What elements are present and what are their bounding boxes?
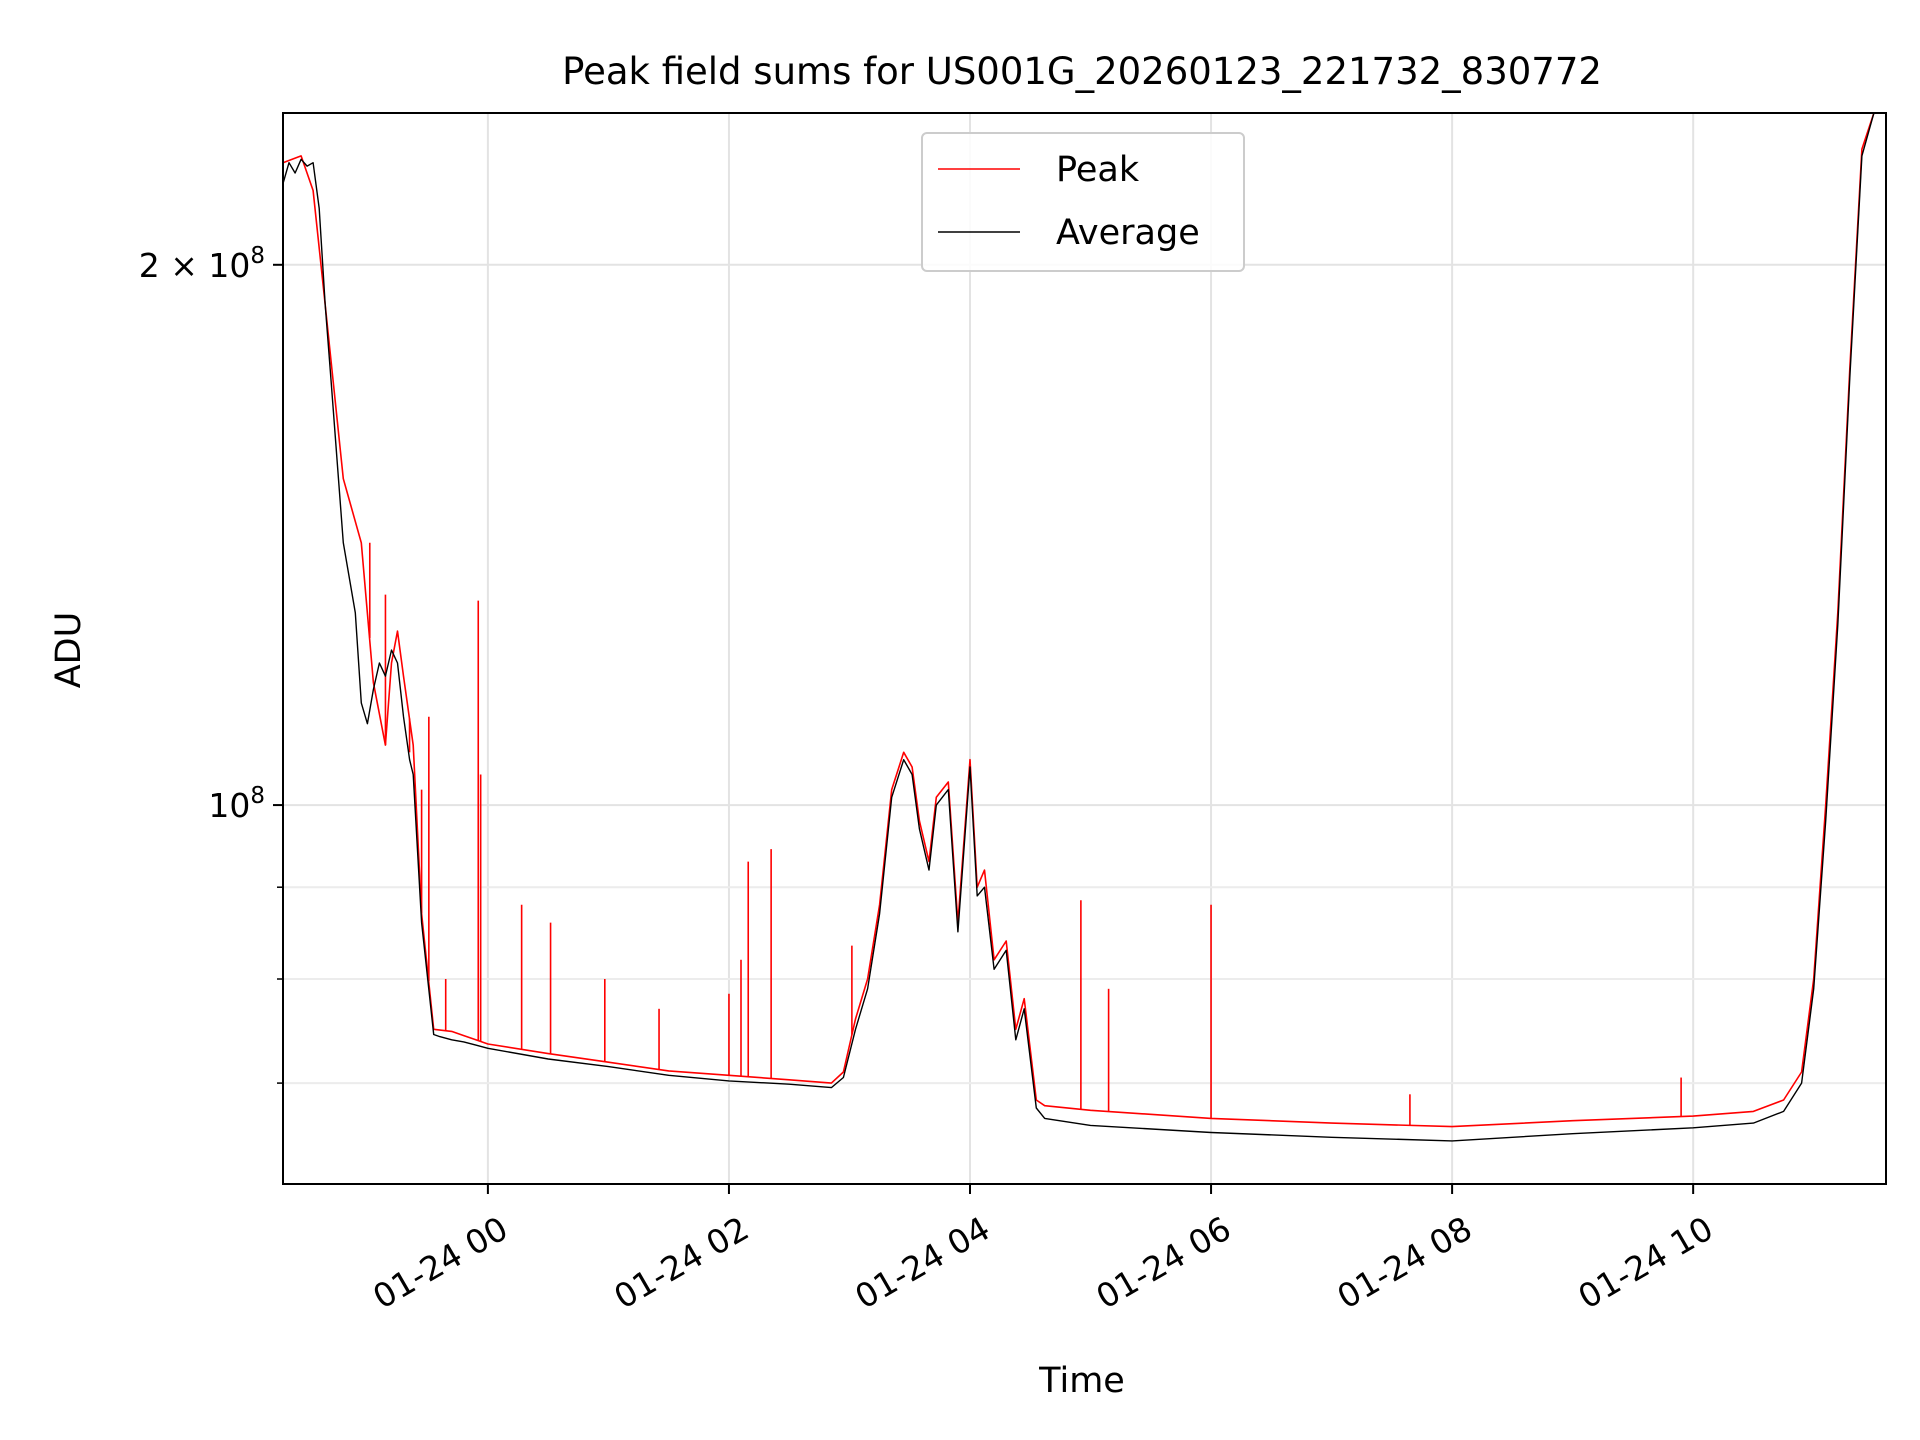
y-tick-label: 2 × 108 bbox=[139, 243, 265, 285]
legend-label-average: Average bbox=[1056, 213, 1200, 253]
series-layer bbox=[283, 113, 1886, 1142]
series-line-peak bbox=[283, 113, 1886, 1128]
y-axis: 108 2 × 108 bbox=[139, 243, 283, 1084]
x-axis-label: Time bbox=[1038, 1361, 1125, 1401]
legend-label-peak: Peak bbox=[1056, 150, 1140, 190]
y-tick-label: 108 bbox=[208, 783, 265, 825]
y-axis-label: ADU bbox=[49, 612, 89, 689]
series-line-average bbox=[283, 113, 1886, 1142]
legend-box bbox=[921, 132, 1245, 272]
plot-area-frame bbox=[282, 112, 1887, 1185]
grid bbox=[283, 113, 1886, 1184]
legend: Peak Average bbox=[921, 132, 1245, 272]
chart-title: Peak field sums for US001G_20260123_2217… bbox=[562, 50, 1602, 93]
